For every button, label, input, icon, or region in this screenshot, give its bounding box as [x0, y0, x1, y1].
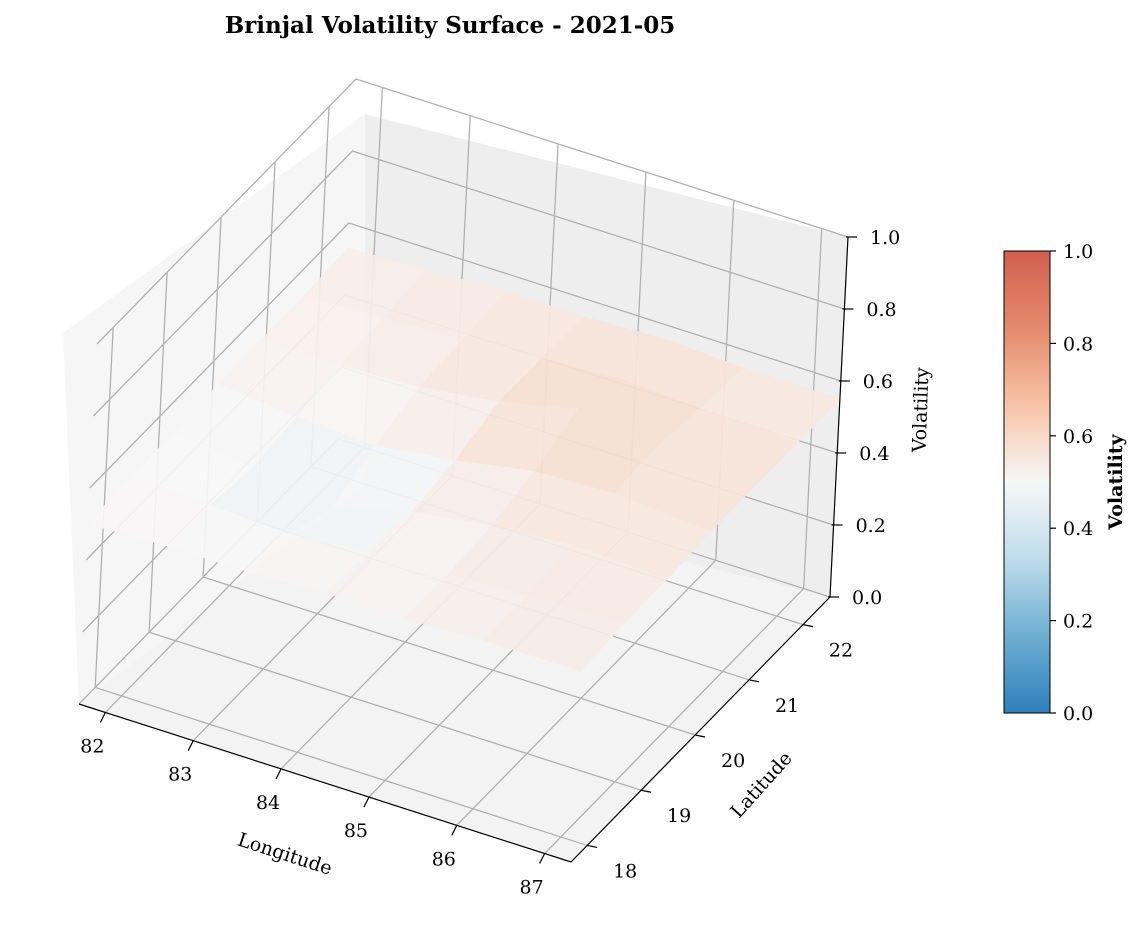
- y-tick-label: 22: [829, 640, 853, 662]
- z-tick-label: 0.0: [852, 587, 882, 609]
- colorbar-tick-label: 1.0: [1063, 241, 1093, 263]
- volatility-surface: [87, 247, 841, 672]
- x-tick-mark: [451, 825, 458, 836]
- y-tick-label: 19: [667, 805, 691, 827]
- z-gridline: [92, 150, 845, 417]
- z-axis-label: Volatility: [908, 367, 933, 454]
- z-tick-label: 0.6: [863, 371, 893, 393]
- z-tick-label: 0.8: [866, 299, 896, 321]
- z-gridline: [96, 78, 849, 345]
- x-tick-mark: [99, 712, 106, 723]
- y-tick-mark: [802, 624, 814, 628]
- y-axis-line: [570, 596, 831, 863]
- y-gridline-floor: [94, 686, 588, 847]
- y-tick-mark: [694, 734, 706, 738]
- y-tick-mark: [641, 789, 652, 793]
- x-tick-mark: [187, 740, 194, 751]
- x-tick-mark: [363, 796, 370, 808]
- z-axis-line: [829, 236, 849, 598]
- y-gridline-floor: [202, 576, 696, 736]
- y-gridline-floor: [148, 631, 642, 791]
- surface-patch: [483, 595, 625, 672]
- colorbar: [1003, 250, 1051, 714]
- colorbar-label: Volatility: [1105, 433, 1127, 530]
- x-tick-mark: [539, 853, 546, 864]
- y-tick-mark: [748, 679, 760, 683]
- z-tick-label: 1.0: [870, 227, 900, 249]
- y-tick-label: 21: [775, 695, 799, 717]
- colorbar-tick-label: 0.2: [1063, 611, 1093, 633]
- chart-title: Brinjal Volatility Surface - 2021-05: [225, 12, 676, 39]
- x-axis-ticks: 82 83 84 85 86 87: [80, 712, 546, 899]
- y-tick-label: 20: [721, 750, 745, 772]
- z-tick-label: 0.4: [859, 443, 889, 465]
- colorbar-tick-label: 0.0: [1063, 703, 1093, 725]
- y-axis-ticks: 18 19 20 21 22: [587, 624, 853, 882]
- z-gridline: [89, 222, 841, 489]
- z-axis-ticks: 0.0 0.2 0.4 0.6 0.8 1.0: [828, 227, 900, 609]
- y-tick-mark: [587, 844, 598, 849]
- x-gridline-floor: [544, 588, 805, 854]
- colorbar-tick-label: 0.8: [1063, 333, 1093, 355]
- x-tick-label: 84: [256, 792, 280, 814]
- colorbar-tick-label: 0.6: [1063, 426, 1093, 448]
- x-tick-label: 82: [80, 735, 104, 757]
- colorbar-ticks: 0.0 0.2 0.4 0.6 0.8 1.0: [1050, 241, 1093, 725]
- x-axis-line: [78, 703, 572, 863]
- x-tick-label: 86: [432, 848, 456, 870]
- x-tick-label: 83: [168, 764, 192, 786]
- x-axis-label: Longitude: [235, 829, 335, 880]
- x-tick-label: 85: [344, 820, 368, 842]
- y-tick-label: 18: [613, 860, 637, 882]
- x-gridline-floor: [456, 559, 717, 826]
- colorbar-tick-label: 0.4: [1063, 518, 1093, 540]
- z-tick-label: 0.2: [856, 515, 886, 537]
- x-tick-label: 87: [520, 877, 544, 899]
- x-tick-mark: [275, 768, 282, 780]
